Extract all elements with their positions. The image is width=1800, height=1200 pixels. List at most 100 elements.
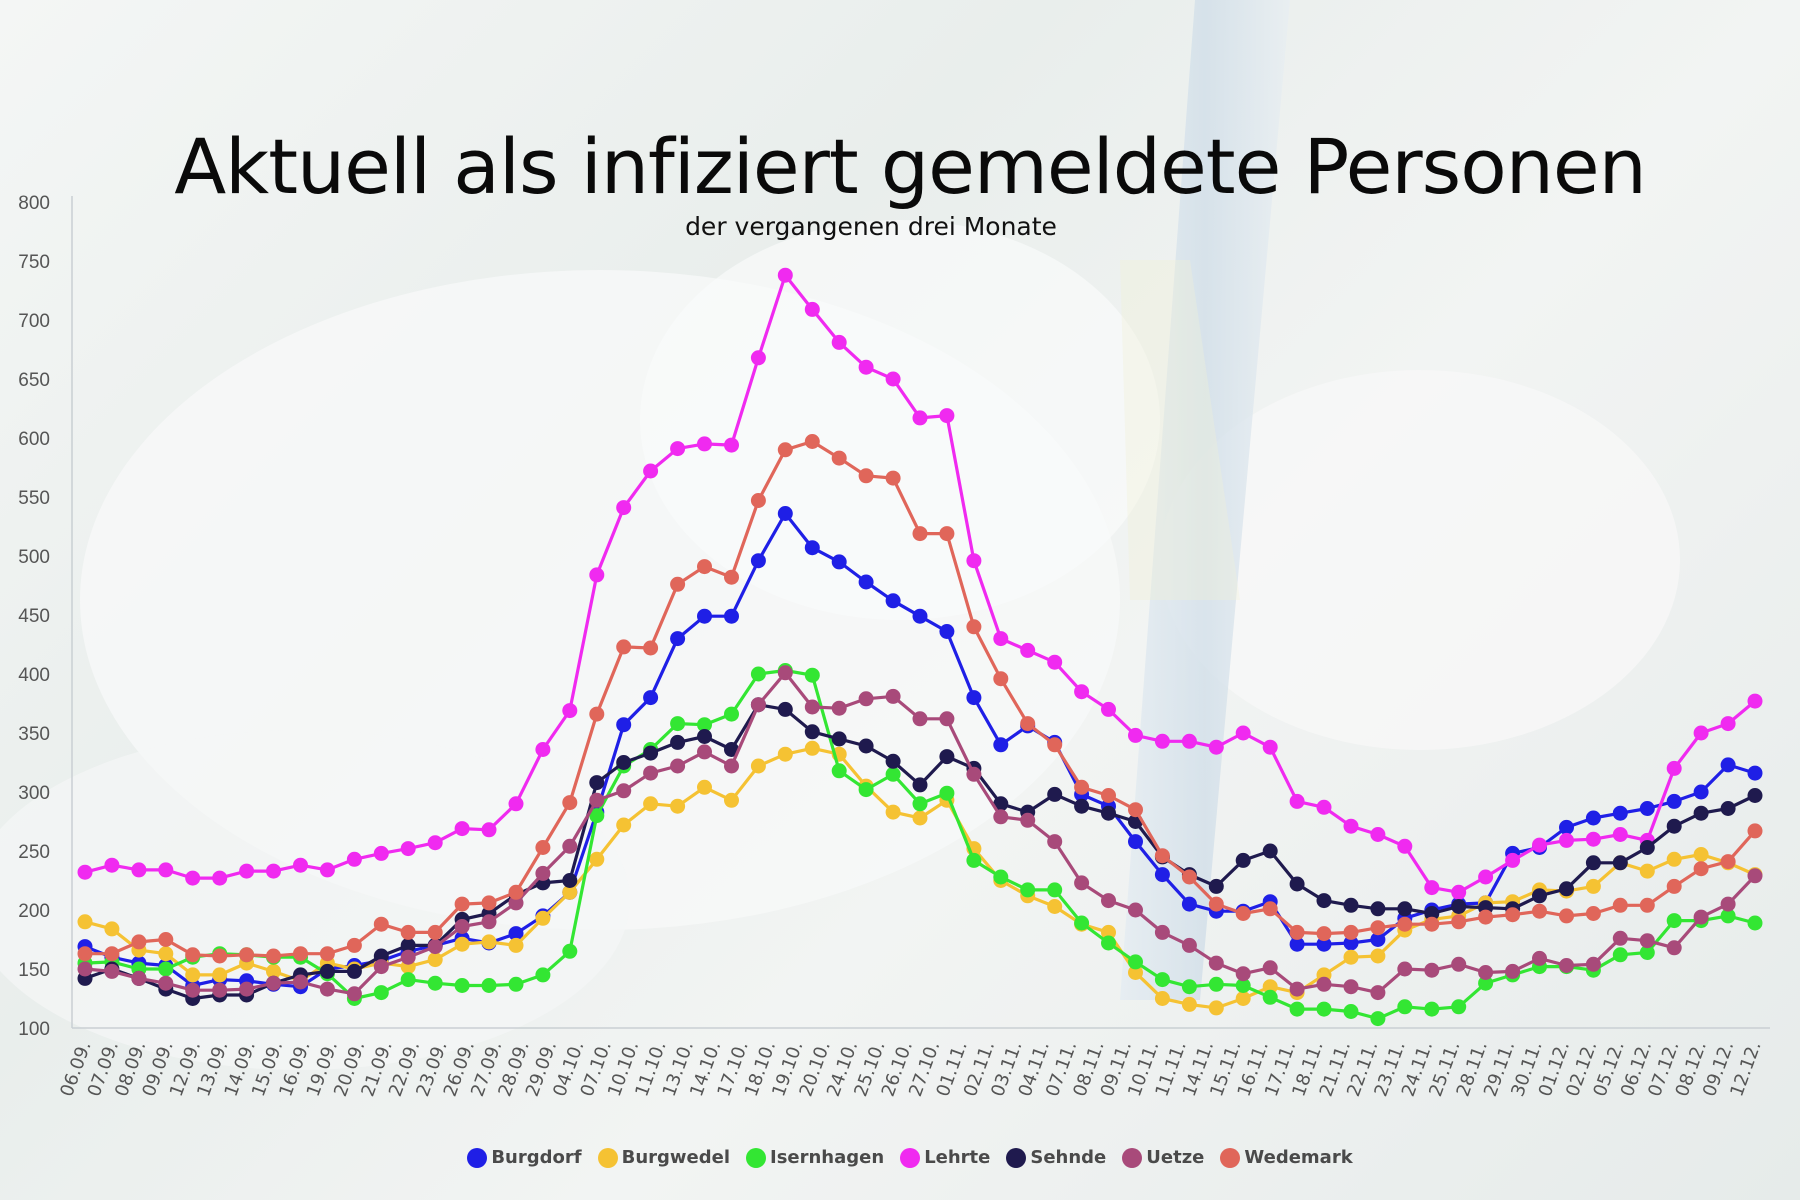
data-point-uetze [239, 981, 255, 997]
legend-label: Lehrte [924, 1147, 991, 1168]
legend-item-lehrte[interactable]: Lehrte [900, 1147, 990, 1168]
data-point-burgdorf [1639, 801, 1655, 816]
y-tick-label: 700 [18, 311, 50, 332]
data-point-lehrte [643, 463, 659, 479]
data-point-wedemark [939, 526, 955, 542]
y-tick-label: 400 [18, 665, 50, 686]
data-point-lehrte [1747, 693, 1763, 709]
data-point-isernhagen [589, 808, 605, 824]
chart-title: Aktuell als infiziert gemeldete Personen [174, 122, 1647, 211]
data-point-wedemark [1693, 861, 1709, 877]
data-point-burgdorf [993, 737, 1009, 753]
data-point-wedemark [1478, 909, 1494, 925]
legend-label: Wedemark [1244, 1147, 1353, 1168]
data-point-isernhagen [804, 667, 820, 683]
data-point-lehrte [400, 841, 416, 857]
data-point-uetze [185, 982, 201, 998]
data-point-uetze [212, 982, 228, 998]
data-point-uetze [1612, 930, 1628, 946]
data-point-lehrte [212, 870, 228, 886]
data-point-burgdorf [804, 540, 820, 556]
data-point-sehnde [400, 937, 416, 953]
data-point-burgdorf [1720, 757, 1736, 773]
data-point-wedemark [750, 493, 766, 508]
data-point-sehnde [777, 701, 793, 717]
legend-item-wedemark[interactable]: Wedemark [1220, 1147, 1353, 1168]
data-point-uetze [1020, 812, 1036, 828]
data-point-isernhagen [454, 978, 470, 993]
data-point-sehnde [319, 963, 335, 979]
data-point-isernhagen [858, 782, 874, 798]
data-point-burgdorf [912, 608, 928, 624]
legend-item-burgdorf[interactable]: Burgdorf [467, 1147, 582, 1168]
data-point-lehrte [293, 857, 308, 873]
data-point-burgdorf [966, 690, 982, 706]
data-point-wedemark [1451, 914, 1467, 930]
data-point-burgdorf [1559, 819, 1574, 835]
data-point-wedemark [427, 924, 443, 940]
data-point-wedemark [777, 442, 793, 458]
data-point-burgdorf [1693, 784, 1709, 800]
data-point-isernhagen [966, 852, 982, 868]
data-point-burgwedel [1101, 924, 1116, 940]
data-point-uetze [535, 865, 551, 881]
data-point-burgwedel [1208, 1000, 1224, 1016]
y-tick-label: 100 [18, 1019, 50, 1040]
data-point-isernhagen [1666, 913, 1682, 929]
data-point-uetze [1585, 956, 1601, 972]
data-point-burgwedel [777, 746, 793, 762]
data-point-uetze [1101, 893, 1116, 909]
data-point-burgwedel [454, 936, 470, 952]
data-point-lehrte [1612, 827, 1628, 842]
data-point-burgwedel [1154, 991, 1170, 1006]
data-point-lehrte [1532, 837, 1547, 853]
data-point-isernhagen [670, 716, 686, 732]
data-point-burgwedel [589, 851, 605, 867]
data-point-wedemark [1128, 802, 1143, 818]
data-point-sehnde [589, 775, 605, 791]
data-point-wedemark [266, 948, 281, 964]
legend-item-burgwedel[interactable]: Burgwedel [597, 1147, 730, 1168]
data-point-wedemark [1720, 854, 1736, 870]
y-tick-label: 500 [18, 547, 50, 568]
data-point-lehrte [1397, 838, 1413, 854]
data-point-burgdorf [1289, 936, 1305, 952]
data-point-isernhagen [427, 975, 443, 991]
data-point-burgwedel [670, 798, 686, 814]
data-point-burgwedel [750, 758, 766, 774]
data-point-lehrte [1720, 716, 1736, 732]
legend-item-uetze[interactable]: Uetze [1122, 1147, 1204, 1168]
data-point-burgdorf [750, 553, 766, 569]
data-point-wedemark [831, 450, 847, 466]
data-point-wedemark [1585, 906, 1601, 921]
data-point-isernhagen [1289, 1001, 1305, 1017]
data-point-sehnde [1612, 855, 1628, 871]
data-point-wedemark [858, 468, 874, 484]
data-point-burgwedel [104, 921, 120, 937]
data-point-burgwedel [212, 967, 228, 983]
data-point-sehnde [1047, 786, 1063, 802]
data-point-lehrte [1478, 869, 1494, 885]
y-tick-label: 600 [18, 429, 50, 450]
data-point-lehrte [1208, 739, 1224, 755]
data-point-lehrte [562, 703, 578, 719]
data-point-wedemark [1559, 908, 1574, 924]
data-point-burgdorf [724, 608, 739, 624]
data-point-sehnde [912, 777, 928, 793]
data-point-sehnde [562, 873, 578, 888]
data-point-lehrte [804, 301, 820, 317]
data-point-sehnde [939, 749, 955, 765]
data-point-isernhagen [939, 785, 955, 801]
data-point-uetze [750, 697, 766, 713]
data-point-wedemark [885, 470, 901, 486]
data-point-isernhagen [912, 796, 928, 812]
data-point-wedemark [804, 434, 820, 449]
data-point-lehrte [912, 410, 928, 426]
data-point-uetze [804, 699, 820, 715]
data-point-burgdorf [670, 631, 686, 647]
data-point-wedemark [966, 619, 982, 635]
data-point-uetze [1559, 958, 1574, 973]
data-point-uetze [1747, 868, 1763, 884]
legend-item-isernhagen[interactable]: Isernhagen [746, 1147, 884, 1168]
legend-item-sehnde[interactable]: Sehnde [1006, 1147, 1106, 1168]
